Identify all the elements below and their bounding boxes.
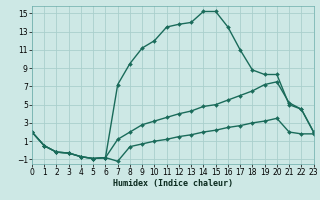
X-axis label: Humidex (Indice chaleur): Humidex (Indice chaleur) (113, 179, 233, 188)
